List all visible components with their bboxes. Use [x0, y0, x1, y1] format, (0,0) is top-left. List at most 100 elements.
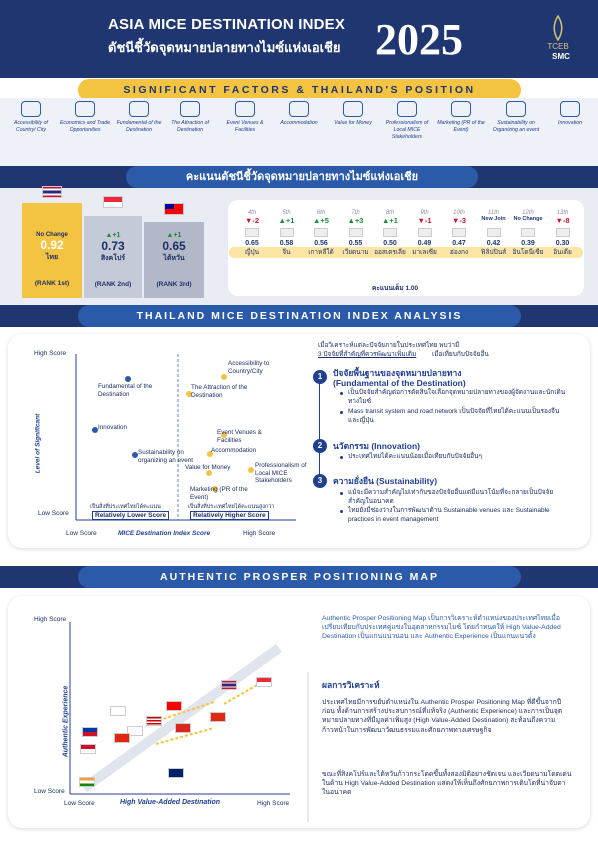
podium-3-name: ไต้หวัน	[163, 255, 185, 262]
factor-1-icon	[75, 101, 95, 117]
score-band	[229, 247, 583, 258]
rank-pos: 12th	[522, 210, 534, 216]
chart1-point-label-5: Event Venues & Facilities	[217, 429, 262, 444]
factor-0-icon	[21, 101, 41, 117]
factor-7: Professionalism of Local MICE Stakeholde…	[380, 101, 434, 140]
analysis-intro2: 3 ปัจจัยที่สำคัญที่ควรพัฒนาเพิ่มเติม	[318, 351, 417, 358]
factor-6-label: Value for Money	[334, 120, 372, 126]
rank-score: 0.49	[417, 240, 432, 247]
rank-change: ▼-3	[451, 216, 467, 225]
score-title-bar: คะแนนดัชนีชี้วัดจุดหมายปลายทางไมซ์แห่งเอ…	[0, 166, 598, 188]
factor-2-label: Fundamental of the Destination	[116, 120, 162, 133]
point-3-bullet-2: ไทยยังมีช่องว่างในการพัฒนาด้าน Sustainab…	[348, 507, 550, 523]
chart1-low-label: Low Score	[38, 510, 69, 517]
rank-12: 12th No Change 0.39 อินโดนีเซีย	[512, 210, 544, 257]
podium-3-rank: (RANK 3rd)	[156, 281, 192, 288]
chart1-point-label-6: Accommodation	[211, 447, 257, 454]
podium-2-rank: (RANK 2nd)	[94, 281, 132, 288]
chart1-point-label-0: Fundamental of the Destination	[98, 383, 153, 398]
rank-flag-icon	[486, 228, 501, 237]
factor-9-label: Sustainability on Organizing an event	[492, 120, 540, 133]
flag-thailand-map-icon	[221, 680, 237, 690]
chart1-low-caption: เป็นสิ่งที่ประเทศไทยได้คะแนน	[90, 504, 161, 510]
positioning-card	[8, 596, 590, 828]
factor-7-label: Professionalism of Local MICE Stakeholde…	[385, 120, 429, 140]
factor-4: Event Venues & Facilities	[218, 101, 272, 134]
rank-score: 0.47	[452, 240, 466, 247]
rank-pos: 8th	[385, 210, 395, 216]
rank-10: 10th ▼-3 0.47 ฮ่องกง	[443, 210, 475, 257]
factor-6-icon	[343, 101, 363, 117]
chart1-point-3	[221, 374, 227, 380]
flag-india-map-icon	[79, 777, 95, 787]
title-en: ASIA MICE DESTINATION INDEX	[108, 16, 346, 33]
podium-2-name: สิงคโปร์	[100, 255, 126, 262]
rank-pos: 7th	[351, 210, 360, 216]
factor-10: Innovation	[543, 101, 597, 127]
rank-flag-icon	[555, 228, 570, 237]
positioning-title: AUTHENTIC PROSPER POSITIONING MAP	[78, 566, 521, 588]
rank-change: ▼-2	[244, 216, 260, 225]
chart1-point-9	[212, 486, 218, 492]
rank-pos: 11th	[487, 210, 500, 216]
chart1-high-label: High Score	[34, 350, 67, 357]
rank-score: 0.58	[279, 240, 294, 247]
rank-13: 13th ▼-8 0.30 อินเดีย	[547, 210, 579, 257]
rank-country: ฮ่องกง	[449, 249, 469, 256]
rank-pos: 5th	[282, 210, 291, 216]
rank-score: 0.50	[383, 240, 397, 247]
rank-flag-icon	[452, 228, 466, 237]
rank-4: 4th ▼-2 0.65 ญี่ปุ่น	[236, 210, 268, 257]
flag-philippines-map-icon	[82, 727, 98, 737]
factor-1-label: Economics and Trade Opportunities	[59, 120, 111, 133]
chart1-low2-label: Low Score	[66, 530, 97, 537]
podium-1-score: 0.92	[40, 238, 64, 252]
point-1-bullet-2: Mass transit system and road network เป็…	[348, 408, 560, 424]
flag-australia-map-icon	[168, 768, 184, 778]
chart1-xlabel: MICE Destination Index Score	[118, 530, 211, 537]
factor-10-label: Innovation	[558, 120, 582, 126]
rank-pos: 6th	[316, 210, 326, 216]
rank-8: 8th ▲+1 0.50 ออสเตรเลีย	[374, 210, 406, 257]
rank-score: 0.30	[555, 240, 570, 247]
rank-change: ▲+1	[278, 216, 295, 225]
rank-country: ฟิลิปปินส์	[480, 249, 507, 256]
podium-1-name: ไทย	[45, 254, 59, 261]
analysis-divider	[319, 372, 320, 480]
rank-11: 11th New Join 0.42 ฟิลิปปินส์	[478, 210, 510, 257]
chart1-point-1	[92, 427, 98, 433]
chart1-point-label-8: Professionalism of Local MICE Stakeholde…	[255, 462, 307, 485]
factor-4-label: Event Venues & Facilities	[226, 120, 264, 133]
factor-5-icon	[289, 101, 309, 117]
podium-3-score: 0.65	[162, 239, 186, 253]
chart1-ylabel: Level of Significant	[34, 413, 42, 474]
rank-change: ▲+5	[313, 216, 329, 225]
podium-2-score: 0.73	[101, 239, 125, 253]
rank-score: 0.56	[314, 240, 328, 247]
score-title: คะแนนดัชนีชี้วัดจุดหมายปลายทางไมซ์แห่งเอ…	[126, 166, 478, 188]
positioning-bar: AUTHENTIC PROSPER POSITIONING MAP	[0, 566, 598, 588]
factor-8: Marketing (PR of the Event)	[434, 101, 488, 134]
rank-flag-icon	[417, 228, 432, 237]
chart2-axes	[69, 622, 290, 795]
chart2-low2-label: Low Score	[64, 800, 95, 807]
factor-2: Fundamental of the Destination	[112, 101, 166, 134]
podium-2-change: ▲+1	[105, 232, 121, 239]
rank-flag-icon	[521, 228, 535, 237]
chart1-point-5	[221, 432, 227, 438]
rank-flag-icon	[279, 228, 294, 237]
factor-4-icon	[235, 101, 255, 117]
flag-indonesia-map-icon	[80, 744, 96, 754]
factor-8-label: Marketing (PR of the Event)	[437, 120, 485, 133]
flag-hongkong-map-icon	[114, 733, 130, 743]
rank-country: อินโดนีเซีย	[512, 249, 544, 256]
chart2-low-label: Low Score	[34, 788, 65, 795]
tceb-icon	[553, 14, 563, 42]
rank-change: New Join	[481, 216, 506, 222]
chart1-high2-label: High Score	[243, 530, 276, 537]
chart1-point-label-1: Innovation	[98, 424, 128, 431]
rank-pos: 9th	[420, 210, 429, 216]
podium-thailand	[22, 203, 82, 298]
point-3-badge: 3	[313, 474, 327, 488]
rank-flag-icon	[383, 228, 397, 237]
